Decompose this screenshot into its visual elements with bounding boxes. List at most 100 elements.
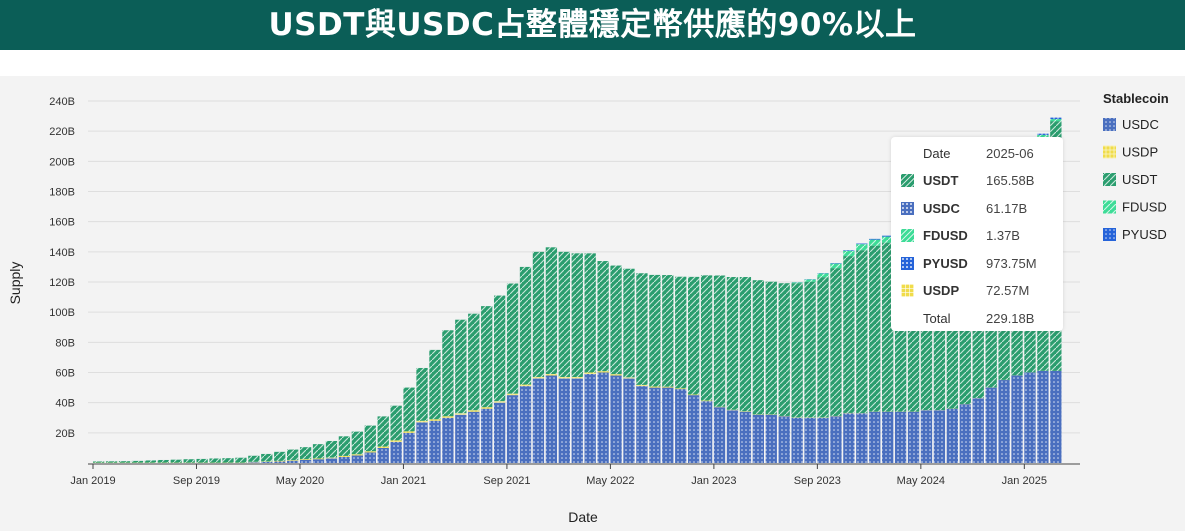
bar-pattern [455, 413, 467, 415]
bar-pattern [506, 283, 519, 394]
bar-pattern [739, 411, 752, 463]
bar-pattern [778, 283, 790, 416]
bar-pattern [519, 266, 532, 385]
bar-pattern [481, 407, 493, 409]
legend-item-fdusd[interactable]: FDUSD [1122, 200, 1167, 215]
bar-pattern [882, 236, 894, 243]
bar-pattern [571, 377, 583, 379]
tooltip-series-name: FDUSD [923, 228, 968, 243]
bar-pattern [1011, 375, 1023, 463]
bar-pattern [274, 461, 286, 463]
x-tick-label: May 2022 [586, 475, 634, 487]
bar-pattern [351, 454, 363, 456]
bar-pattern [713, 275, 726, 407]
y-tick-label: 240B [49, 96, 75, 108]
title-banner: USDT與USDC占整體穩定幣供應的90%以上 [0, 0, 1185, 50]
bar-pattern [144, 460, 157, 463]
bar-pattern [830, 263, 842, 269]
bar-pattern [287, 460, 299, 461]
y-tick-label: 180B [49, 187, 75, 199]
bar-pattern [377, 446, 389, 448]
bar-pattern [739, 277, 752, 412]
tooltip-date-value: 2025-06 [986, 146, 1034, 161]
bar-pattern [817, 273, 829, 278]
bar-pattern [455, 319, 467, 414]
bar-pattern [1050, 370, 1062, 463]
bar-pattern [222, 458, 234, 463]
bar-pattern [558, 378, 570, 463]
bar-pattern [493, 402, 506, 463]
bar-pattern [403, 432, 415, 463]
bar-pattern [1037, 133, 1049, 135]
bar-pattern [455, 414, 467, 463]
bar-pattern [804, 417, 816, 463]
y-tick-label: 80B [55, 337, 75, 349]
bar-pattern [571, 253, 583, 378]
bar-pattern [338, 455, 351, 457]
bar-pattern [325, 458, 338, 463]
bar-pattern [894, 411, 907, 463]
bar-pattern [649, 387, 661, 463]
bar-pattern [623, 268, 635, 378]
bar-pattern [235, 457, 247, 463]
bar-pattern [804, 279, 816, 282]
x-tick-label: Jan 2025 [1002, 475, 1047, 487]
legend-swatch-pattern [1103, 145, 1116, 159]
x-tick-label: Jan 2021 [381, 475, 426, 487]
bar-pattern [429, 349, 441, 420]
bar-pattern [649, 274, 661, 387]
legend-item-usdp[interactable]: USDP [1122, 145, 1158, 160]
legend-item-usdt[interactable]: USDT [1122, 172, 1157, 187]
bar-pattern [636, 273, 648, 385]
bar-pattern [545, 247, 558, 375]
bar-pattern [312, 459, 325, 463]
bar-pattern [882, 411, 894, 463]
bar-pattern [468, 410, 480, 412]
legend-item-usdc[interactable]: USDC [1122, 117, 1159, 132]
hover-tooltip: Date 2025-06 USDT 165.58B USDC 61.17B FDUSD 1… [891, 137, 1063, 331]
bar-pattern [170, 459, 182, 463]
x-tick-label: Jan 2023 [691, 475, 736, 487]
bar-pattern [299, 459, 312, 463]
bar-pattern [856, 244, 868, 251]
y-tick-label: 40B [55, 398, 75, 410]
bar-pattern [649, 386, 661, 388]
y-tick-label: 140B [49, 247, 75, 259]
y-tick-label: 100B [49, 307, 75, 319]
bar-pattern [752, 414, 764, 463]
bar-pattern [869, 238, 881, 240]
x-tick-label: Jan 2019 [70, 475, 115, 487]
bar-pattern [597, 371, 609, 373]
legend: Stablecoin USDC USDP USDT FDUSD PYUSD [1103, 91, 1169, 242]
tooltip-row-usdt: USDT 165.58B [891, 170, 1063, 192]
bar-pattern [791, 282, 803, 284]
bar-pattern [597, 372, 609, 463]
bar-pattern [726, 277, 739, 410]
tooltip-swatch [901, 174, 914, 187]
bar-pattern [882, 242, 894, 412]
bar-pattern [442, 330, 454, 417]
bar-pattern [351, 431, 363, 455]
bar-pattern [688, 394, 700, 396]
bar-pattern [700, 401, 713, 463]
bar-pattern [610, 374, 622, 376]
tooltip-swatch [901, 201, 914, 215]
bar-pattern [364, 452, 376, 463]
bar-pattern [545, 375, 558, 463]
bar-pattern [688, 395, 700, 464]
tooltip-series-value: 1.37B [986, 228, 1020, 243]
bar-pattern [856, 250, 868, 414]
bar-pattern [299, 459, 312, 460]
bar-pattern [390, 405, 402, 441]
bar-pattern [869, 245, 881, 412]
legend-title: Stablecoin [1103, 91, 1169, 106]
tooltip-row-pyusd: PYUSD 973.75M [891, 253, 1063, 275]
tooltip-series-name: USDC [923, 200, 960, 216]
legend-item-pyusd[interactable]: PYUSD [1122, 227, 1167, 242]
bar-pattern [804, 281, 816, 418]
bar-pattern [196, 458, 208, 463]
tooltip-row-fdusd: FDUSD 1.37B [891, 225, 1063, 247]
bar-pattern [1050, 119, 1062, 122]
bar-pattern [157, 459, 169, 463]
